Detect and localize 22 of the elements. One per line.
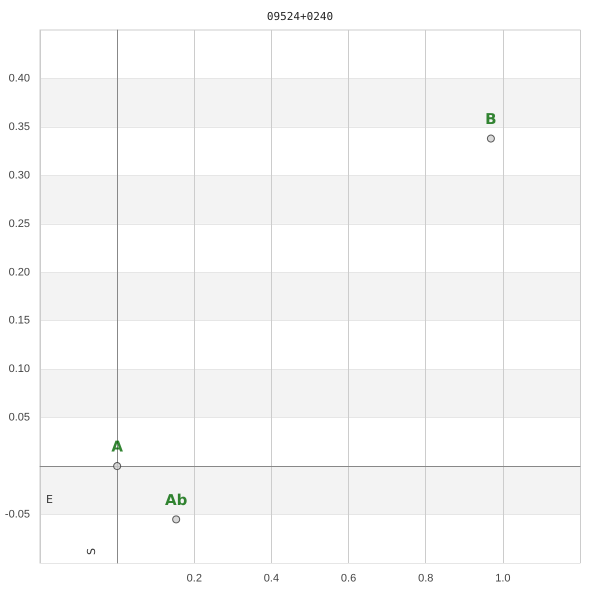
point (113, 462, 122, 470)
y-tick-label: 0.20 (8, 266, 30, 278)
x-tick-label: 0.6 (340, 572, 356, 584)
point (172, 515, 180, 524)
y-tick-label: 0.15 (8, 314, 30, 327)
y-tick-label: 0.40 (8, 72, 30, 84)
y-tick-label: 0.30 (8, 169, 30, 182)
x-axis-title: E (46, 493, 53, 506)
annotation: Ab (164, 490, 188, 509)
x-tick-label: 0.2 (186, 572, 202, 584)
y-tick-label: 0.05 (8, 412, 30, 424)
y-tick-label: -0.05 (4, 508, 30, 521)
chart-title: 09524+0240 (266, 10, 334, 23)
y-tick-label: 0.25 (8, 218, 30, 230)
point (486, 134, 495, 143)
x-tick-label: 0.4 (264, 572, 280, 584)
y-tick-label: 0.10 (8, 363, 30, 376)
annotation: B (485, 110, 497, 128)
y-axis-title: S (85, 548, 98, 555)
x-tick-label: 1.0 (495, 572, 511, 584)
x-tick-label: 0.8 (418, 572, 434, 584)
y-tick-label: 0.35 (8, 120, 30, 133)
